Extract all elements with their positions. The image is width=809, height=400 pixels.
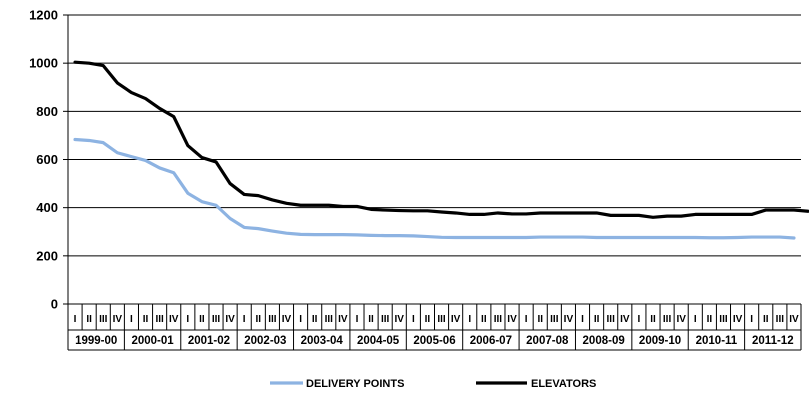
x-tick-label-year: 2001-02: [188, 335, 230, 347]
y-tick-label: 1000: [29, 56, 58, 71]
y-tick-label: 400: [36, 200, 58, 215]
x-tick-label-quarter: II: [707, 314, 713, 325]
x-tick-label-quarter: III: [155, 314, 164, 325]
x-tick-label-year: 2005-06: [413, 335, 455, 347]
x-tick-label-quarter: IV: [282, 314, 292, 325]
legend-label: DELIVERY POINTS: [306, 378, 404, 390]
x-tick-label-year: 2002-03: [244, 335, 286, 347]
x-tick-label-quarter: III: [268, 314, 277, 325]
x-tick-label-quarter: III: [99, 314, 108, 325]
series-line-delivery-points: [73, 137, 796, 240]
x-tick-label-quarter: II: [481, 314, 487, 325]
x-tick-label-quarter: IV: [733, 314, 743, 325]
x-tick-label-quarter: III: [607, 314, 616, 325]
x-tick-label-quarter: II: [199, 314, 205, 325]
x-tick-label-year: 2000-01: [131, 335, 174, 347]
x-tick-label-quarter: I: [412, 314, 415, 325]
x-tick-label-quarter: II: [256, 314, 262, 325]
x-tick-label-quarter: IV: [620, 314, 630, 325]
x-tick-label-quarter: III: [550, 314, 559, 325]
x-tick-label-quarter: II: [86, 314, 92, 325]
x-tick-label-quarter: IV: [113, 314, 123, 325]
x-tick-label-quarter: II: [594, 314, 600, 325]
y-tick-label: 600: [36, 152, 58, 167]
x-tick-label-year: 2003-04: [301, 335, 344, 347]
x-tick-label-quarter: I: [750, 314, 753, 325]
x-tick-label-quarter: III: [381, 314, 390, 325]
x-tick-label-quarter: I: [299, 314, 302, 325]
x-tick-label-quarter: I: [525, 314, 528, 325]
x-tick-label-quarter: III: [663, 314, 672, 325]
x-tick-label-quarter: IV: [507, 314, 517, 325]
x-tick-label-quarter: II: [368, 314, 374, 325]
x-tick-label-quarter: I: [74, 314, 77, 325]
x-tick-label-quarter: IV: [564, 314, 574, 325]
x-tick-label-quarter: IV: [789, 314, 799, 325]
x-tick-label-year: 2008-09: [583, 335, 625, 347]
y-tick-label: 200: [36, 248, 58, 263]
x-tick-label-quarter: I: [694, 314, 697, 325]
x-tick-label-quarter: I: [356, 314, 359, 325]
x-tick-label-year: 1999-00: [75, 335, 117, 347]
x-tick-label-quarter: IV: [169, 314, 179, 325]
x-tick-label-quarter: IV: [676, 314, 686, 325]
x-tick-label-quarter: III: [325, 314, 334, 325]
y-tick-label: 800: [36, 104, 58, 119]
x-tick-label-quarter: I: [186, 314, 189, 325]
y-tick-label: 0: [51, 297, 58, 312]
x-tick-label-quarter: IV: [451, 314, 461, 325]
y-tick-label: 1200: [29, 8, 58, 23]
x-tick-label-quarter: II: [425, 314, 431, 325]
x-tick-label-quarter: II: [143, 314, 149, 325]
x-tick-label-year: 2004-05: [357, 335, 400, 347]
x-tick-label-quarter: II: [312, 314, 318, 325]
x-tick-label-quarter: IV: [338, 314, 348, 325]
x-tick-label-year: 2009-10: [639, 335, 681, 347]
x-tick-label-quarter: IV: [395, 314, 405, 325]
x-tick-label-year: 2006-07: [470, 335, 512, 347]
x-tick-label-quarter: I: [243, 314, 246, 325]
x-tick-label-quarter: III: [437, 314, 446, 325]
x-tick-label-quarter: III: [719, 314, 728, 325]
x-tick-label-quarter: II: [650, 314, 656, 325]
x-tick-label-quarter: I: [638, 314, 641, 325]
x-tick-label-quarter: III: [776, 314, 785, 325]
legend-label: ELEVATORS: [531, 378, 596, 390]
x-tick-label-year: 2010-11: [696, 335, 738, 347]
x-tick-label-quarter: II: [537, 314, 543, 325]
x-tick-label-quarter: I: [468, 314, 471, 325]
x-tick-label-quarter: III: [212, 314, 221, 325]
x-tick-label-quarter: IV: [225, 314, 235, 325]
x-tick-label-quarter: III: [494, 314, 503, 325]
x-tick-label-quarter: I: [130, 314, 133, 325]
series-line-elevators: [73, 60, 809, 219]
x-tick-label-quarter: I: [581, 314, 584, 325]
x-tick-label-year: 2007-08: [526, 335, 569, 347]
x-tick-label-quarter: II: [763, 314, 769, 325]
x-tick-label-year: 2011-12: [752, 335, 794, 347]
